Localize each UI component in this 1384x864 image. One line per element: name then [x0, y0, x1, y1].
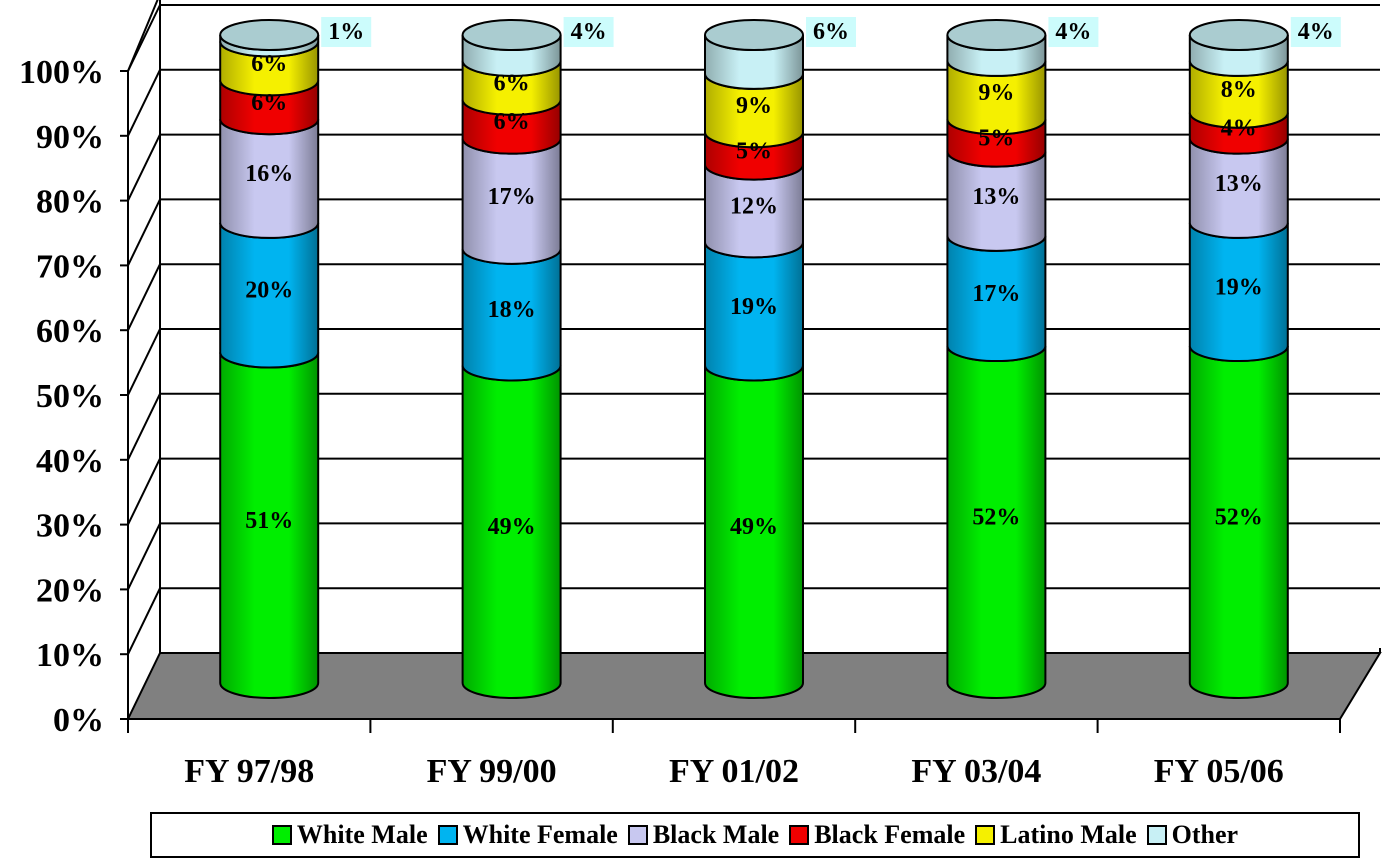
y-tick-label: 30%	[36, 508, 104, 545]
data-label: 13%	[1215, 171, 1263, 197]
data-label: 18%	[488, 297, 536, 323]
y-tick-label: 80%	[36, 184, 104, 221]
data-label: 49%	[730, 514, 778, 540]
data-label: 12%	[730, 193, 778, 219]
y-tick-label: 0%	[53, 702, 104, 739]
gridline-side	[127, 458, 161, 526]
gridline-side	[127, 198, 161, 266]
y-tick-label: 60%	[36, 313, 104, 350]
bar-stack	[461, 19, 562, 699]
data-label: 20%	[245, 278, 293, 304]
bar-stack	[704, 19, 804, 699]
legend-item: White Female	[437, 820, 618, 850]
data-label: 13%	[972, 184, 1020, 210]
legend-item: Black Female	[789, 820, 965, 850]
data-label: 17%	[488, 184, 536, 210]
data-label: 9%	[736, 93, 772, 119]
gridline-side	[127, 69, 161, 137]
legend-item: Other	[1146, 820, 1239, 850]
data-label-box	[563, 17, 614, 47]
legend-swatch	[1146, 825, 1167, 845]
chart-legend: White Male White Female Black Male Black Fe…	[150, 812, 1360, 858]
x-tick-label: FY 03/04	[911, 753, 1041, 790]
legend-swatch	[437, 825, 458, 845]
data-label: 51%	[245, 508, 293, 534]
bar-stack	[946, 19, 1047, 699]
legend-item: Latino Male	[975, 820, 1137, 850]
legend-label: White Female	[462, 820, 618, 849]
gridline-side	[127, 134, 161, 202]
y-tick-label: 40%	[36, 443, 104, 480]
bar-cylinders	[219, 19, 1289, 699]
data-label: 8%	[1221, 77, 1257, 103]
gridline-side	[127, 393, 161, 461]
x-tick-label: FY 01/02	[669, 753, 799, 790]
data-label-box	[321, 17, 372, 47]
data-label: 49%	[488, 514, 536, 540]
data-label: 5%	[736, 138, 772, 164]
bar-top-cap	[219, 19, 320, 51]
data-label: 1%	[328, 19, 364, 45]
legend-label: White Male	[296, 820, 428, 849]
y-tick-label: 10%	[36, 637, 104, 674]
bar-stack	[1188, 19, 1289, 699]
data-label: 17%	[972, 281, 1020, 307]
data-label: 6%	[251, 51, 287, 77]
bar-top-cap	[461, 19, 562, 51]
data-label: 19%	[730, 294, 778, 320]
bar-top-cap	[1188, 19, 1289, 51]
data-label: 4%	[1055, 19, 1091, 45]
legend-label: Black Male	[652, 820, 780, 849]
data-label: 16%	[245, 161, 293, 187]
legend-label: Other	[1171, 820, 1239, 849]
gridline-side	[127, 263, 161, 331]
legend-label: Black Female	[814, 820, 966, 849]
data-label-box	[1290, 17, 1341, 47]
legend-swatch	[627, 825, 648, 845]
data-label: 6%	[813, 19, 849, 45]
bar-top-cap	[946, 19, 1047, 51]
legend-swatch	[975, 825, 996, 845]
legend-item: Black Male	[627, 820, 780, 850]
y-tick-label: 100%	[19, 54, 104, 91]
data-label: 6%	[251, 90, 287, 116]
gridline-side	[127, 522, 161, 590]
data-label: 4%	[1298, 19, 1334, 45]
data-label: 9%	[978, 80, 1014, 106]
legend-item: White Male	[271, 820, 428, 850]
data-label: 4%	[1221, 116, 1257, 142]
data-label: 6%	[494, 109, 530, 135]
y-tick-label: 90%	[36, 119, 104, 156]
data-label-box	[1048, 17, 1099, 47]
x-tick-label: FY 97/98	[184, 753, 314, 790]
data-label: 5%	[978, 125, 1014, 151]
bar-top-cap	[704, 19, 804, 51]
axes: 0% 10% 20% 30% 40% 50% 60% 70% 80% 90% 100% FY 97/9…	[19, 54, 1341, 790]
y-tick-label: 50%	[36, 378, 104, 415]
data-label: 52%	[972, 505, 1020, 531]
data-label: 4%	[571, 19, 607, 45]
legend-swatch	[271, 825, 292, 845]
legend-swatch	[789, 825, 810, 845]
left-wall-top	[127, 0, 159, 72]
data-label: 19%	[1215, 274, 1263, 300]
data-label-box	[806, 17, 856, 47]
x-tick-label: FY 05/06	[1154, 753, 1284, 790]
data-label: 52%	[1215, 505, 1263, 531]
legend-label: Latino Male	[1000, 820, 1137, 849]
y-tick-label: 20%	[36, 572, 104, 609]
gridline-side	[127, 587, 161, 655]
y-tick-label: 70%	[36, 248, 104, 285]
data-label: 6%	[494, 70, 530, 96]
bar-stack	[219, 19, 320, 699]
data-labels: 51% 20% 16% 6% 6% 1% 49% 18% 17% 6% 6% 4% 49% 19% 12% 5…	[245, 17, 1341, 540]
x-tick-label: FY 99/00	[427, 753, 557, 790]
gridline-side	[127, 328, 161, 396]
